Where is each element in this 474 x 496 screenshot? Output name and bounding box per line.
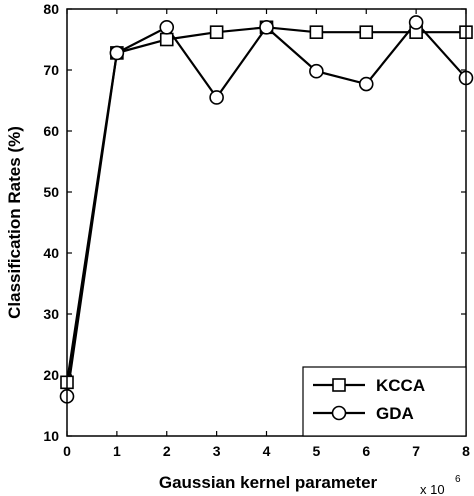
legend-box: [302, 366, 467, 437]
legend-marker-gda: [331, 405, 347, 421]
legend-label-kcca: KCCA: [376, 376, 425, 395]
x-axis-title: Gaussian kernel parameter: [159, 473, 378, 492]
x-tick-label: 7: [412, 443, 420, 459]
x-axis-ticks: 0 1 2 3 4 5 6 7 8: [63, 9, 470, 459]
y-axis-title: Classification Rates (%): [5, 126, 24, 319]
legend: KCCA GDA: [302, 366, 467, 437]
data-point-gda: [309, 63, 324, 79]
series-line-gda: [65, 20, 467, 397]
x-tick-label: 6: [362, 443, 370, 459]
data-point-gda: [259, 19, 274, 35]
y-axis-ticks: 10 20 30 40 50 60 70 80: [43, 1, 466, 444]
y-tick-label: 20: [43, 367, 59, 383]
x-tick-label: 5: [312, 443, 320, 459]
y-tick-label: 80: [43, 1, 59, 17]
y-tick-label: 10: [43, 428, 59, 444]
data-point-gda: [159, 19, 175, 35]
x-tick-label: 3: [213, 443, 221, 459]
data-point-gda: [408, 15, 424, 30]
data-point-kcca: [159, 32, 174, 47]
data-point-gda: [358, 76, 374, 92]
legend-label-gda: GDA: [376, 404, 414, 423]
x-axis-multiplier: x 10: [420, 482, 445, 496]
x-tick-label: 8: [462, 443, 470, 459]
x-tick-label: 1: [113, 443, 121, 459]
x-tick-label: 0: [63, 443, 71, 459]
series-layer: [59, 15, 474, 404]
series-line-kcca: [65, 26, 466, 383]
x-tick-label: 4: [263, 443, 271, 459]
plot-frame: [66, 8, 467, 437]
x-tick-label: 2: [163, 443, 171, 459]
y-tick-label: 50: [43, 184, 59, 200]
data-point-gda: [109, 45, 125, 61]
x-axis-multiplier-exponent: 6: [455, 474, 461, 485]
data-point-kcca: [209, 25, 224, 39]
data-point-kcca: [359, 25, 374, 39]
legend-marker-kcca: [332, 378, 346, 392]
y-tick-label: 40: [43, 245, 59, 261]
y-tick-label: 60: [43, 123, 59, 139]
data-point-gda: [209, 90, 224, 105]
y-tick-label: 30: [43, 306, 59, 322]
y-tick-label: 70: [43, 62, 59, 78]
data-point-kcca: [309, 25, 324, 39]
